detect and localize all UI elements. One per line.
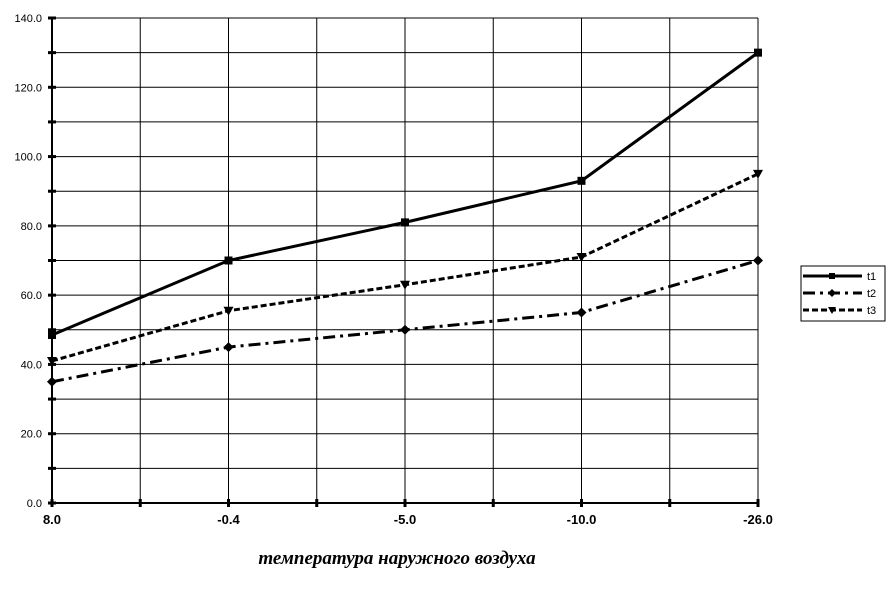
data-point-t1 [754, 48, 762, 57]
legend-marker-t2 [828, 289, 836, 297]
x-axis-label: температура наружного воздуха [258, 548, 536, 569]
data-point-t1 [577, 176, 586, 185]
y-tick-label: 60.0 [21, 290, 42, 302]
legend-marker-t3 [828, 307, 836, 314]
data-point-t1 [224, 256, 233, 265]
data-point-t2 [753, 255, 763, 266]
data-point-t2 [223, 342, 234, 353]
data-point-t3 [47, 356, 57, 366]
x-tick-label: -0.4 [217, 512, 240, 527]
y-tick-label: 100.0 [14, 152, 42, 164]
y-tick-label: 80.0 [21, 221, 42, 233]
x-tick-labels: 8.0 -0.4 -5.0 -10.0 -26.0 [43, 512, 773, 527]
data-point-t3 [223, 306, 234, 316]
legend: t1 t2 t3 [800, 265, 886, 322]
data-point-t3 [576, 253, 587, 263]
axes [48, 16, 760, 507]
data-point-t1 [48, 330, 56, 339]
legend-marker-t1 [829, 273, 835, 279]
y-tick-label: 40.0 [21, 359, 42, 371]
series-lines [47, 48, 763, 387]
x-tick-label: 8.0 [43, 512, 61, 527]
x-tick-label: -26.0 [743, 512, 773, 527]
x-tick-label: -10.0 [567, 512, 597, 527]
legend-label-t2: t2 [867, 288, 876, 300]
y-tick-label: 0.0 [27, 498, 42, 510]
x-tick-label: -5.0 [394, 512, 416, 527]
legend-label-t3: t3 [867, 305, 876, 317]
data-point-t3 [400, 280, 410, 290]
data-point-t2 [47, 376, 57, 387]
data-point-t3 [753, 169, 763, 179]
y-tick-label: 120.0 [14, 82, 42, 94]
y-tick-labels: 0.0 20.0 40.0 60.0 80.0 100.0 120.0 140.0 [14, 13, 42, 510]
data-point-t1 [401, 218, 409, 227]
data-point-t2 [400, 324, 410, 335]
y-tick-label: 20.0 [21, 429, 42, 441]
legend-label-t1: t1 [867, 271, 876, 283]
data-point-t2 [576, 307, 587, 318]
y-tick-label: 140.0 [14, 13, 42, 25]
